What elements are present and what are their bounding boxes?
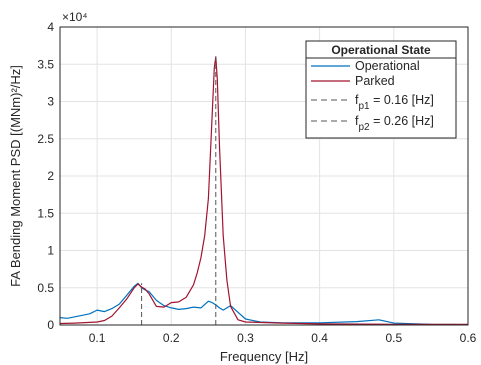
y-axis-label: FA Bending Moment PSD [(MNm)²/Hz] <box>8 65 23 287</box>
x-tick-label: 0.6 <box>460 331 477 345</box>
y-tick-label: 0.5 <box>37 281 54 295</box>
y-tick-label: 2 <box>47 169 54 183</box>
legend-label: fp2 = 0.26 [Hz] <box>355 114 434 133</box>
y-tick-labels: 0 0.5 1 1.5 2 2.5 3 3.5 4 <box>37 20 54 332</box>
legend-entry-0: Operational <box>311 59 420 73</box>
legend-entry-2: fp1 = 0.16 [Hz] <box>311 93 434 112</box>
y-tick-label: 1.5 <box>37 206 54 220</box>
legend-label: Operational <box>355 59 420 73</box>
series-line-operational <box>59 282 469 326</box>
plot-frame <box>59 26 469 326</box>
x-tick-labels: 0.1 0.2 0.3 0.4 0.5 0.6 <box>89 331 477 345</box>
y-tick-label: 4 <box>47 20 54 34</box>
series-group <box>59 56 469 326</box>
legend-entry-1: Parked <box>311 74 395 88</box>
peak-marker-lines <box>141 56 217 325</box>
y-tick-label: 3 <box>47 95 54 109</box>
x-tick-label: 0.3 <box>237 331 254 345</box>
x-tick-label: 0.4 <box>311 331 328 345</box>
legend-entry-3: fp2 = 0.26 [Hz] <box>311 114 434 133</box>
legend-title: Operational State <box>331 43 431 57</box>
x-axis-label: Frequency [Hz] <box>220 349 308 364</box>
legend-label: Parked <box>355 74 395 88</box>
y-tick-label: 0 <box>47 318 54 332</box>
y-tick-label: 1 <box>47 244 54 258</box>
x-tick-label: 0.5 <box>385 331 402 345</box>
y-tick-label: 2.5 <box>37 132 54 146</box>
x-tick-label: 0.2 <box>163 331 180 345</box>
legend-label: fp1 = 0.16 [Hz] <box>355 93 434 112</box>
y-tick-label: 3.5 <box>37 57 54 71</box>
x-tick-label: 0.1 <box>89 331 106 345</box>
y-multiplier-label: ×10⁴ <box>62 10 88 24</box>
series-line-parked <box>59 56 469 325</box>
